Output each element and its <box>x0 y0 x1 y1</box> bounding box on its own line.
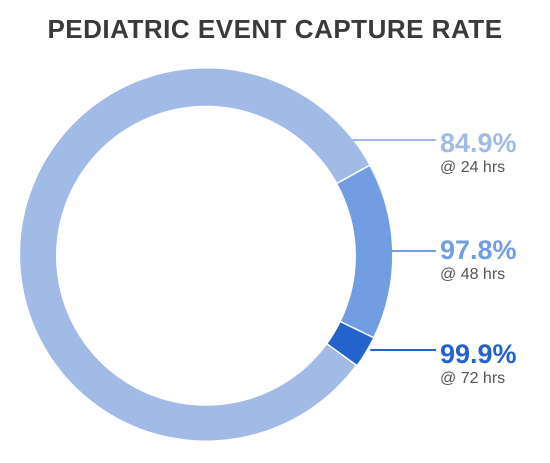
segment-48hrs <box>337 165 392 338</box>
sublabel-48hrs: @ 48 hrs <box>440 266 506 283</box>
chart-title: PEDIATRIC EVENT CAPTURE RATE <box>47 14 503 44</box>
value-48hrs: 97.8% <box>440 235 517 265</box>
segment-separator <box>335 164 370 185</box>
sublabel-24hrs: @ 24 hrs <box>440 159 506 176</box>
segment-separator <box>339 320 375 339</box>
sublabel-72hrs: @ 72 hrs <box>440 370 506 387</box>
value-72hrs: 99.9% <box>440 339 517 369</box>
value-24hrs: 84.9% <box>440 128 517 158</box>
label-24hrs: 84.9% @ 24 hrs <box>440 128 517 178</box>
label-48hrs: 97.8% @ 48 hrs <box>440 235 517 285</box>
segment-base-ring <box>20 68 393 441</box>
label-72hrs: 99.9% @ 72 hrs <box>440 339 517 389</box>
segment-separator <box>326 342 358 367</box>
